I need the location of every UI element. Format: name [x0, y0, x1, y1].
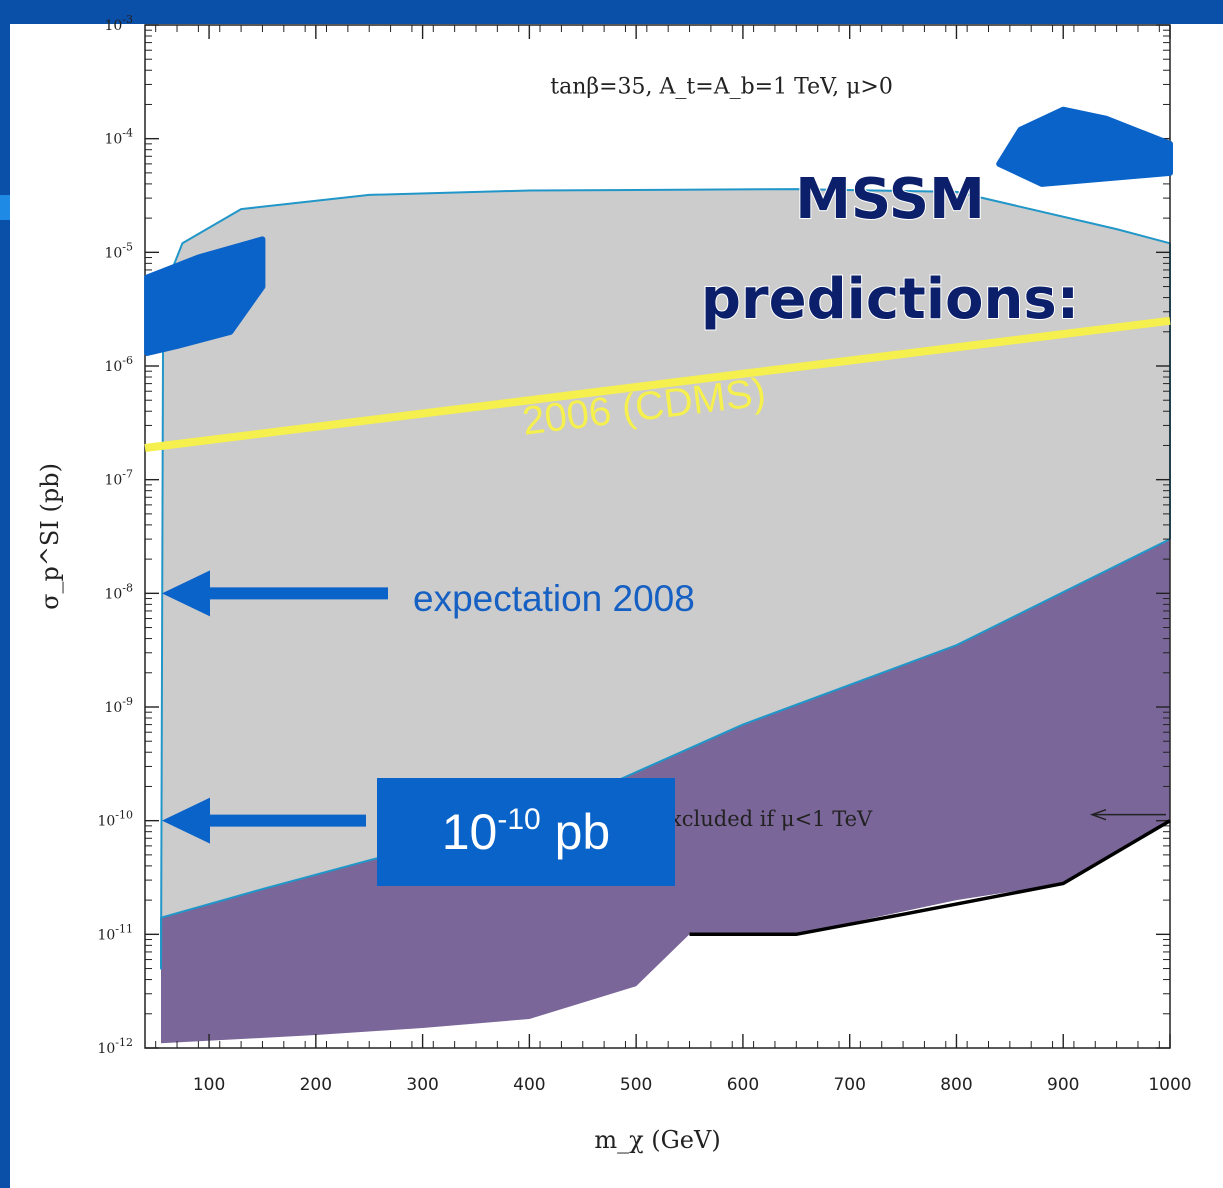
y-tick-label: 10-8	[104, 581, 133, 602]
x-axis-title: m_χ (GeV)	[594, 1126, 720, 1154]
sensitivity-mantissa: 10	[441, 804, 498, 860]
expectation-arrow-head	[162, 570, 210, 617]
slide-left-edge	[0, 0, 10, 1188]
arrows-layer	[162, 570, 1166, 844]
y-tick-label: 10-3	[104, 13, 133, 34]
x-tick-label: 1000	[1148, 1075, 1191, 1095]
slide-top-bar	[0, 0, 1223, 24]
lines-layer	[144, 316, 1171, 937]
sensitivity-exponent: -10	[497, 803, 541, 836]
y-tick-label: 10-6	[104, 354, 133, 375]
slide-edge-accent	[0, 195, 10, 220]
y-tick-label: 10-12	[97, 1036, 133, 1057]
x-tick-label: 100	[193, 1075, 225, 1095]
y-tick-label: 10-4	[104, 127, 133, 148]
y-tick-label: 10-7	[104, 468, 133, 489]
y-axis-title: σ_p^SI (pb)	[36, 463, 64, 610]
x-tick-label: 900	[1047, 1075, 1079, 1095]
lower-bound-line	[689, 819, 1171, 937]
y-tick-label: 10-10	[97, 809, 133, 830]
excluded-annotation: excluded if μ<1 TeV	[658, 807, 874, 831]
y-tick-label: 10-9	[104, 695, 133, 716]
blue-marker-right	[996, 106, 1173, 187]
plot-frame	[144, 24, 1171, 1049]
excluded-arrow-head	[1089, 808, 1107, 821]
sensitivity-box: 10-10 pb	[377, 778, 675, 886]
expectation-label: expectation 2008	[413, 578, 695, 619]
y-tick-label: 10-11	[97, 922, 133, 943]
x-tick-label: 600	[727, 1075, 759, 1095]
labels-layer: 10-3 10-4 10-5 10-6 10-7 10-8 10-9 10-10 10-11 10…	[36, 13, 1192, 1154]
x-tick-label: 700	[833, 1075, 865, 1095]
sensitivity-unit: pb	[540, 804, 611, 860]
cdms-limit-line	[144, 316, 1171, 452]
axes-layer	[144, 24, 1171, 1049]
parameter-annotation: tanβ=35, A_t=A_b=1 TeV, μ>0	[550, 74, 893, 99]
x-tick-label: 200	[300, 1075, 332, 1095]
x-tick-label: 800	[940, 1075, 972, 1095]
x-tick-label: 500	[620, 1075, 652, 1095]
x-tick-label: 400	[513, 1075, 545, 1095]
mssm-title: MSSM predictions:	[700, 166, 1080, 333]
blobs-layer	[144, 106, 1173, 356]
x-tick-label: 300	[406, 1075, 438, 1095]
sensitivity-arrow-head	[162, 797, 210, 844]
y-tick-label: 10-5	[104, 240, 133, 261]
blue-marker-left	[144, 236, 266, 356]
